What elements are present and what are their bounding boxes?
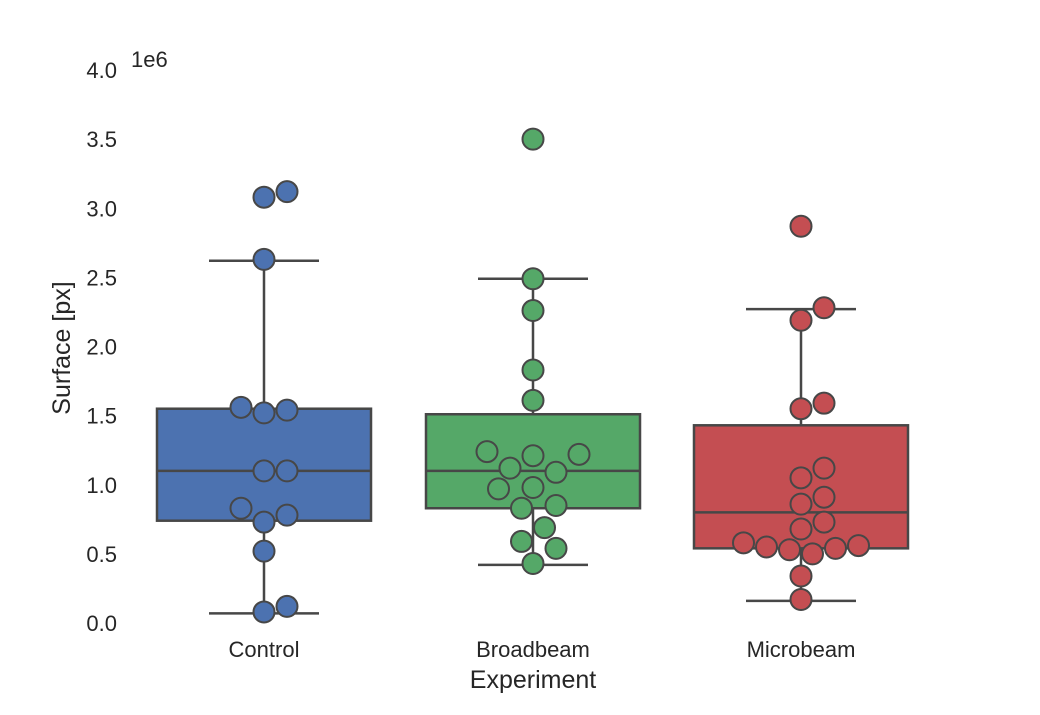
x-axis-label: Experiment (470, 666, 596, 694)
data-point (252, 459, 276, 483)
data-point (789, 466, 813, 490)
data-point (275, 459, 299, 483)
data-point (487, 477, 510, 501)
data-point (275, 594, 299, 618)
series-microbeam (692, 214, 910, 611)
y-tick-label: 1.5 (86, 404, 117, 429)
data-point (521, 444, 545, 468)
data-point (475, 440, 499, 464)
data-point (521, 127, 545, 151)
x-tick-label: Control (229, 637, 300, 662)
data-point (544, 493, 568, 517)
y-tick-label: 4.0 (86, 58, 117, 83)
y-tick-label: 3.5 (86, 127, 117, 152)
y-tick-label: 3.0 (86, 196, 117, 221)
data-point (229, 395, 253, 419)
data-point (521, 388, 545, 412)
data-point (252, 539, 276, 563)
data-point (789, 564, 813, 588)
data-point (275, 503, 299, 527)
data-point (789, 397, 813, 421)
data-point (778, 538, 801, 562)
y-tick-label: 0.5 (86, 542, 117, 567)
data-point (732, 531, 755, 555)
data-point (521, 267, 545, 291)
data-point (567, 442, 591, 466)
y-axis-label: Surface [px] (48, 281, 76, 414)
data-point (755, 535, 778, 559)
data-point (252, 600, 276, 624)
data-point (252, 510, 276, 534)
data-point (789, 492, 813, 516)
data-point (789, 587, 813, 611)
x-tick-label: Broadbeam (476, 637, 590, 662)
data-point (275, 180, 299, 204)
data-point (812, 456, 836, 480)
data-point (510, 496, 533, 520)
data-point (521, 358, 545, 382)
x-tick-label: Microbeam (747, 637, 856, 662)
data-point (812, 510, 836, 534)
data-point (498, 456, 522, 480)
y-tick-label: 1.0 (86, 473, 117, 498)
y-tick-label: 2.0 (86, 335, 117, 360)
data-point (521, 476, 545, 500)
data-point (521, 552, 545, 576)
data-point (847, 534, 870, 558)
data-point (801, 542, 824, 566)
data-point (544, 536, 568, 560)
y-tick-label: 2.5 (86, 265, 117, 290)
x-axis: Control Broadbeam Microbeam (229, 637, 856, 662)
data-point (812, 485, 836, 509)
data-point (533, 516, 556, 540)
data-point (521, 299, 545, 323)
data-point (544, 460, 568, 484)
data-point (229, 496, 253, 520)
y-tick-label: 0.0 (86, 611, 117, 636)
data-point (252, 247, 276, 271)
data-point (252, 401, 276, 425)
plot-area (155, 127, 910, 624)
data-point (789, 214, 813, 238)
data-point (812, 296, 836, 320)
data-point (275, 398, 299, 422)
y-axis: 0.0 0.5 1.0 1.5 2.0 2.5 3.0 3.5 4.0 (86, 58, 117, 636)
data-point (824, 536, 847, 560)
data-point (252, 185, 276, 209)
data-point (510, 529, 533, 553)
data-point (789, 308, 813, 332)
series-broadbeam (424, 127, 642, 576)
series-control (155, 180, 373, 624)
data-point (812, 391, 836, 415)
data-point (789, 517, 813, 541)
y-axis-offset-label: 1e6 (131, 47, 168, 72)
